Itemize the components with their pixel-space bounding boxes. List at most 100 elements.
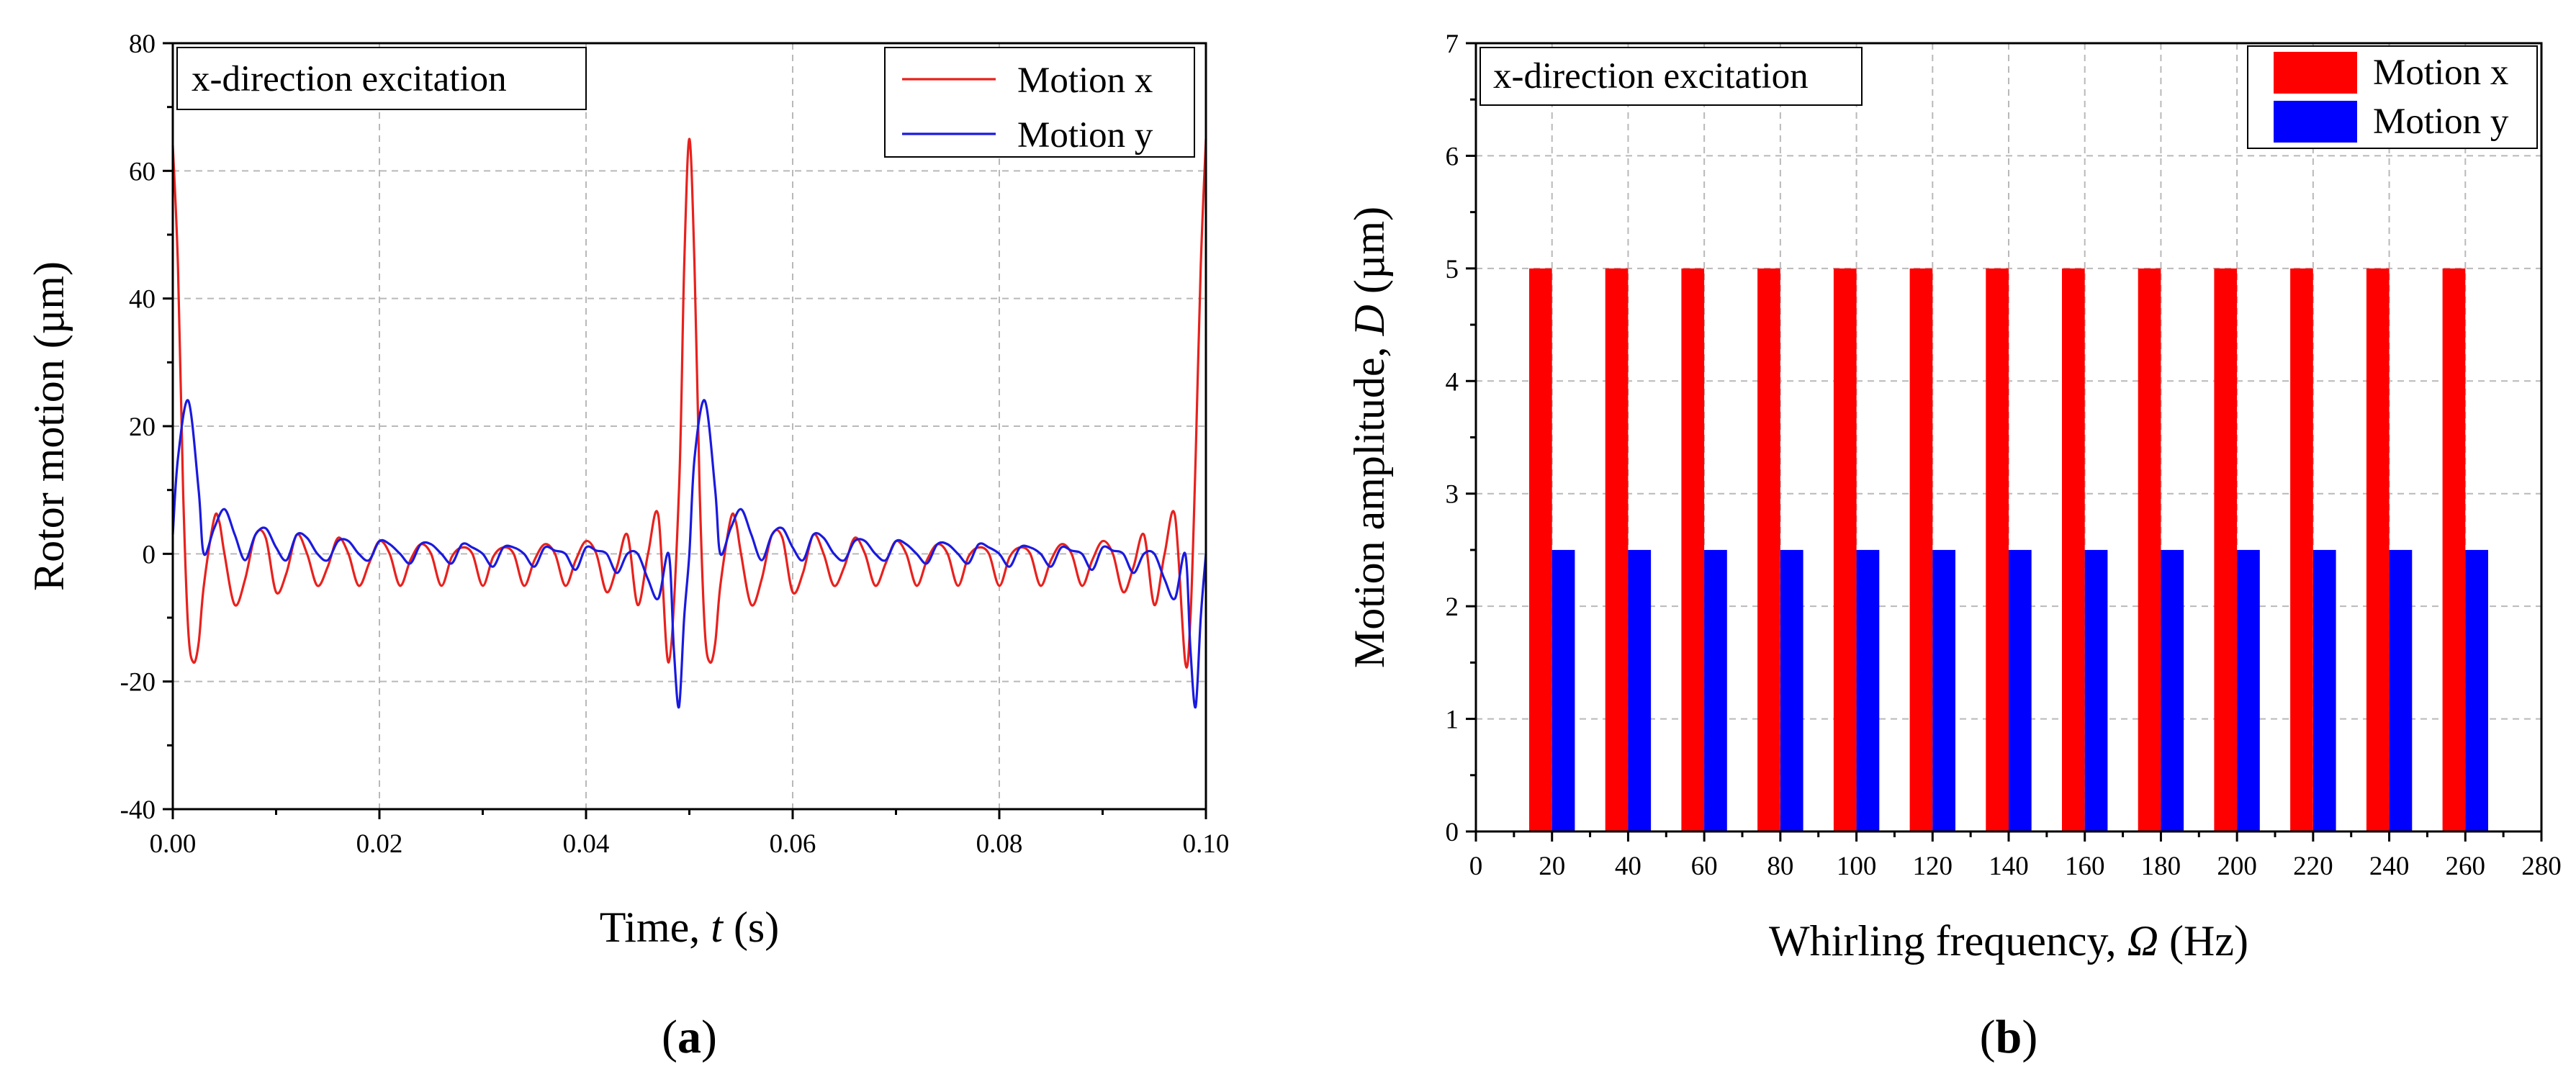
bar-motion-y xyxy=(1856,549,1880,831)
chart-a-gridlines xyxy=(173,43,1206,809)
panel-label-b: (b) xyxy=(1980,1011,2038,1063)
legend-box xyxy=(884,47,1195,158)
bar-motion-y xyxy=(1704,549,1727,831)
bar-motion-y xyxy=(1780,549,1803,831)
x-tick-label: 60 xyxy=(1691,852,1718,881)
chart-a-legend: Motion x Motion y xyxy=(884,47,1195,158)
y-tick-label: 1 xyxy=(1446,705,1459,735)
chart-b-x-axis-title-unit: (Hz) xyxy=(2158,917,2248,965)
legend-label: Motion x xyxy=(1017,60,1153,101)
bar-motion-y xyxy=(2389,549,2413,831)
x-tick-label: 0.00 xyxy=(150,829,197,859)
series-line-motion-y xyxy=(171,399,1207,709)
x-tick-label: 260 xyxy=(2446,852,2486,881)
y-tick-label: 4 xyxy=(1446,367,1459,397)
chart-a-annotation: x-direction excitation xyxy=(176,47,587,110)
bar-motion-x xyxy=(1909,268,1933,831)
chart-a-x-axis-title-prefix: Time, xyxy=(600,903,711,951)
chart-b-x-axis-title-variable: Ω xyxy=(2127,917,2158,965)
chart-a-x-axis-title-variable: t xyxy=(711,903,724,951)
chart-b-annotation-text: x-direction excitation xyxy=(1493,56,1809,96)
x-tick-label: 200 xyxy=(2217,852,2257,881)
x-tick-label: 220 xyxy=(2293,852,2333,881)
chart-a-ticks: 0.00 0.02 0.04 0.06 0.08 0.10 -40 -20 0 20 40 60 80 xyxy=(120,30,1230,859)
bar-motion-x xyxy=(2214,268,2238,831)
y-tick-label: 6 xyxy=(1446,142,1459,171)
x-tick-label: 80 xyxy=(1767,852,1793,881)
bar-motion-x xyxy=(1833,268,1857,831)
y-tick-label: 0 xyxy=(143,540,156,569)
bar-motion-y xyxy=(2312,549,2336,831)
chart-b-bars xyxy=(1529,268,2488,831)
chart-a-annotation-text: x-direction excitation xyxy=(192,59,507,99)
panel-label-a-letter: a xyxy=(677,1011,701,1063)
bar-motion-y xyxy=(1932,549,1955,831)
bar-motion-x xyxy=(2366,268,2390,831)
bar-motion-y xyxy=(2237,549,2260,831)
x-tick-label: 140 xyxy=(1989,852,2029,881)
bar-motion-y xyxy=(2084,549,2108,831)
legend-label: Motion y xyxy=(2373,102,2509,142)
x-tick-label: 280 xyxy=(2521,852,2562,881)
x-tick-label: 0.06 xyxy=(770,829,816,859)
legend-swatch xyxy=(2274,101,2357,143)
panel-label-b-letter: b xyxy=(1996,1011,2022,1063)
bar-motion-x xyxy=(1986,268,2009,831)
chart-b-y-axis-title-prefix: Motion amplitude, xyxy=(1346,335,1393,668)
bar-motion-y xyxy=(2161,549,2184,831)
x-tick-label: 20 xyxy=(1539,852,1565,881)
chart-b-y-axis-title: Motion amplitude, D (µm) xyxy=(1346,207,1393,668)
bar-motion-y xyxy=(1628,549,1652,831)
panel-label-a: (a) xyxy=(662,1011,717,1063)
x-tick-label: 0.04 xyxy=(563,829,610,859)
series-line-motion-x xyxy=(171,137,1207,669)
legend-label: Motion y xyxy=(1017,115,1153,155)
chart-b-y-axis-title-variable: D xyxy=(1346,305,1393,336)
bar-motion-x xyxy=(2290,268,2313,831)
chart-b: 0 20 40 60 80 100 120 140 160 180 200 220 240 260 280 0… xyxy=(1346,30,2562,1063)
bar-motion-x xyxy=(1681,268,1705,831)
legend-label: Motion x xyxy=(2373,53,2508,93)
chart-b-y-axis-title-unit: (µm) xyxy=(1346,207,1393,305)
y-tick-label: -40 xyxy=(120,795,156,825)
x-tick-label: 40 xyxy=(1615,852,1641,881)
y-tick-label: 5 xyxy=(1446,255,1459,284)
x-tick-label: 160 xyxy=(2065,852,2105,881)
x-tick-label: 120 xyxy=(1913,852,1953,881)
chart-a-x-axis-title-unit: (s) xyxy=(723,903,779,951)
x-tick-label: 240 xyxy=(2369,852,2410,881)
bar-motion-x xyxy=(1757,268,1780,831)
chart-b-legend: Motion x Motion y xyxy=(2247,45,2538,149)
chart-b-x-axis-title-prefix: Whirling frequency, xyxy=(1769,917,2127,965)
y-tick-label: 20 xyxy=(129,412,156,442)
chart-b-annotation: x-direction excitation xyxy=(1480,47,1863,106)
bar-motion-y xyxy=(2009,549,2032,831)
y-tick-label: 3 xyxy=(1446,480,1459,510)
y-tick-label: 60 xyxy=(129,157,156,186)
x-tick-label: 0.02 xyxy=(356,829,403,859)
x-tick-label: 180 xyxy=(2141,852,2181,881)
chart-a-y-axis-title: Rotor motion (µm) xyxy=(25,261,73,591)
bar-motion-y xyxy=(1552,549,1575,831)
chart-b-x-axis-title: Whirling frequency, Ω (Hz) xyxy=(1769,917,2248,965)
y-tick-label: 2 xyxy=(1446,592,1459,622)
chart-a-x-axis-title: Time, t (s) xyxy=(600,903,780,951)
chart-b-ticks: 0 20 40 60 80 100 120 140 160 180 200 220 240 260 280 0… xyxy=(1446,30,2562,881)
bar-motion-x xyxy=(1605,268,1629,831)
chart-a-series xyxy=(171,137,1207,709)
bar-motion-x xyxy=(2062,268,2085,831)
x-tick-label: 0 xyxy=(1469,852,1483,881)
y-tick-label: 0 xyxy=(1446,818,1459,847)
y-tick-label: 80 xyxy=(129,30,156,59)
legend-swatch xyxy=(2274,52,2357,94)
bar-motion-x xyxy=(2138,268,2161,831)
x-tick-label: 100 xyxy=(1837,852,1877,881)
chart-a: 0.00 0.02 0.04 0.06 0.08 0.10-40-20020406080 … xyxy=(25,30,1229,1063)
y-tick-label: -20 xyxy=(120,668,156,698)
bar-motion-x xyxy=(1529,268,1552,831)
y-tick-label: 7 xyxy=(1446,30,1459,59)
x-tick-label: 0.08 xyxy=(976,829,1023,859)
bar-motion-x xyxy=(2442,268,2466,831)
x-tick-label: 0.10 xyxy=(1183,829,1230,859)
